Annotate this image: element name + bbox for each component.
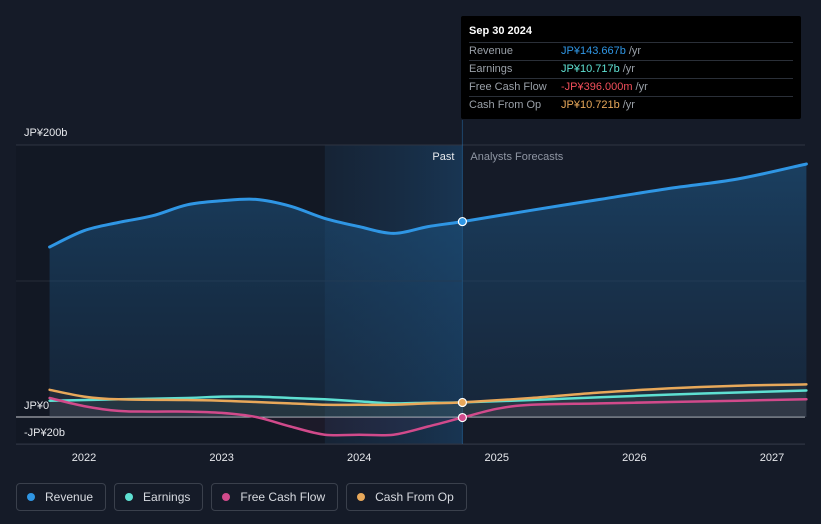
marker-cash-from-op	[457, 397, 467, 408]
series-line-cash-from-op	[48, 383, 808, 407]
tooltip-row-value: JP¥10.721b	[561, 99, 620, 111]
tooltip-row-unit: /yr	[622, 63, 635, 75]
tooltip-row-value: -JP¥396.000m	[561, 81, 633, 93]
tooltip-row: Earnings JP¥10.717b/yr	[469, 61, 793, 79]
y-tick-label-2: -JP¥20b	[24, 427, 65, 439]
legend-label: Free Cash Flow	[240, 490, 326, 504]
tooltip-date: Sep 30 2024	[469, 24, 793, 43]
series-line-revenue	[48, 162, 808, 249]
x-tick-label-1: 2023	[209, 452, 233, 464]
series-line-free-cash-flow	[48, 396, 808, 437]
tooltip-row-value: JP¥143.667b	[561, 45, 626, 57]
legend-item-cash-from-op[interactable]: Cash From Op	[346, 483, 467, 511]
legend-label: Earnings	[143, 490, 191, 504]
tooltip-row-label: Revenue	[469, 45, 514, 57]
tooltip-row-value: JP¥10.717b	[561, 63, 620, 75]
x-tick-label-0: 2022	[72, 452, 96, 464]
legend-dot-icon	[357, 493, 366, 501]
legend: Revenue Earnings Free Cash Flow Cash From O…	[16, 483, 467, 511]
x-tick-label-4: 2026	[622, 452, 646, 464]
marker-free-cash-flow	[457, 412, 467, 423]
legend-label: Cash From Op	[375, 490, 454, 504]
series-line-earnings	[48, 389, 808, 405]
tooltip-row-unit: /yr	[622, 99, 635, 111]
y-tick-label-0: JP¥200b	[24, 127, 67, 139]
tooltip: Sep 30 2024 Revenue JP¥143.667b/yr Earning…	[461, 16, 801, 119]
tooltip-row: Cash From Op JP¥10.721b/yr	[469, 97, 793, 114]
tooltip-row-unit: /yr	[635, 81, 648, 93]
tooltip-row-label: Cash From Op	[469, 99, 542, 111]
tooltip-row-label: Free Cash Flow	[469, 81, 547, 93]
y-tick-label-1: JP¥0	[24, 400, 49, 412]
tooltip-row: Revenue JP¥143.667b/yr	[469, 43, 793, 61]
legend-dot-icon	[222, 493, 231, 501]
marker-revenue	[457, 216, 467, 227]
legend-item-revenue[interactable]: Revenue	[16, 483, 107, 511]
legend-dot-icon	[125, 493, 134, 501]
tooltip-row: Free Cash Flow -JP¥396.000m/yr	[469, 79, 793, 97]
legend-item-free-cash-flow[interactable]: Free Cash Flow	[211, 483, 339, 511]
series-area-2	[49, 398, 807, 436]
forecast-label: Analysts Forecasts	[470, 151, 563, 163]
x-tick-label-2: 2024	[347, 452, 371, 464]
x-tick-label-3: 2025	[485, 452, 509, 464]
x-tick-label-5: 2027	[760, 452, 784, 464]
legend-item-earnings[interactable]: Earnings	[114, 483, 204, 511]
tooltip-row-unit: /yr	[628, 45, 642, 57]
legend-label: Revenue	[45, 490, 94, 504]
revenue-area	[49, 164, 807, 417]
tooltip-row-label: Earnings	[469, 63, 513, 75]
legend-dot-icon	[27, 493, 35, 501]
past-label: Past	[432, 151, 454, 163]
